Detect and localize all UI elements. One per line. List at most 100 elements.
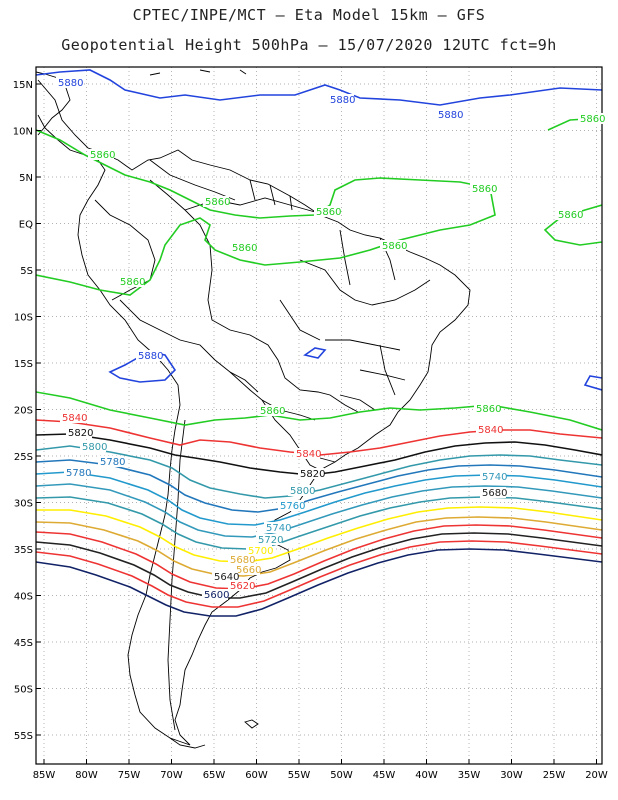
map-subtitle: Geopotential Height 500hPa – 15/07/2020 …	[61, 36, 557, 54]
map-title: CPTEC/INPE/MCT – Eta Model 15km – GFS	[132, 6, 486, 24]
venezuela-border	[149, 159, 236, 201]
lat-tick-label: 15S	[14, 359, 33, 370]
contour-5880-east	[583, 375, 602, 391]
contour-label: 5800	[290, 486, 315, 497]
lat-tick-label: 15N	[13, 80, 33, 91]
contour-label: 5660	[236, 565, 261, 576]
lat-tick-label: 20S	[14, 406, 33, 417]
contour-label-bg	[118, 276, 144, 287]
contour-label: 5860	[232, 243, 257, 254]
contour-label: 5680	[482, 488, 507, 499]
brazil-states-1	[279, 229, 431, 351]
contour-label: 5860	[260, 406, 285, 417]
contour-5660	[36, 524, 602, 590]
lat-tick-label: 35S	[14, 545, 33, 556]
contour-label-bg	[212, 571, 238, 582]
contour-label-bg	[480, 471, 506, 482]
contour-5880-north	[36, 69, 602, 106]
lat-tick-label: 55S	[14, 731, 33, 742]
caribbean-islands	[149, 69, 247, 76]
contour-label-bg	[234, 564, 260, 575]
contour-label-bg	[136, 350, 162, 361]
contour-5680	[36, 516, 602, 577]
brazil-states-2	[339, 344, 406, 411]
lat-tick-label: 50S	[14, 685, 33, 696]
contour-label-bg	[228, 554, 254, 565]
lon-tick-label: 30W	[500, 770, 523, 781]
contour-label-bg	[98, 456, 124, 467]
contour-label: 5740	[266, 523, 291, 534]
lon-tick-label: 20W	[585, 770, 608, 781]
contour-label-bg	[314, 206, 340, 217]
contour-5640	[36, 532, 602, 599]
contour-label-bg	[66, 427, 92, 438]
lon-tick-label: 25W	[543, 770, 566, 781]
lat-tick-label: 5N	[19, 173, 33, 184]
contour-label-bg	[264, 522, 290, 533]
peru-bolivia-border	[119, 299, 259, 393]
lon-tick-label: 85W	[33, 770, 56, 781]
contour-5720	[36, 496, 602, 550]
lon-tick-label: 45W	[373, 770, 396, 781]
contour-label-bg	[56, 77, 82, 88]
lat-tick-label: 30S	[14, 499, 33, 510]
lat-tick-label: 10N	[13, 127, 33, 138]
contour-label: 5860	[90, 150, 115, 161]
colombia-border	[94, 199, 156, 301]
contour-label-bg	[470, 183, 496, 194]
contour-label: 5860	[558, 210, 583, 221]
contour-label: 5880	[138, 351, 163, 362]
contour-5860-tropics	[36, 129, 496, 296]
central-america-coast	[36, 71, 71, 136]
axis-ticks: 15N 10N 5N EQ 5S 10S 15S 20S 25S 30S 35S 40S 45S 50S 5…	[13, 80, 608, 781]
contour-label: 5640	[214, 572, 239, 583]
contour-5620	[36, 540, 602, 608]
contour-label: 5600	[204, 590, 229, 601]
lat-tick-label: 25S	[14, 452, 33, 463]
contour-5700	[36, 506, 602, 563]
lat-tick-label: 5S	[20, 266, 33, 277]
lat-lon-grid	[36, 67, 602, 764]
contour-5600	[36, 548, 602, 617]
contour-label-bg	[88, 149, 114, 160]
lon-tick-label: 55W	[288, 770, 311, 781]
contour-label-bg	[60, 412, 86, 423]
contour-label-bg	[230, 242, 256, 253]
brazil-west-border	[149, 179, 359, 413]
contour-label-bg	[556, 209, 582, 220]
contour-label: 5880	[58, 78, 83, 89]
lon-tick-label: 40W	[415, 770, 438, 781]
contour-label: 5840	[62, 413, 87, 424]
contour-label-bg	[476, 424, 502, 435]
contour-label-bg	[258, 405, 284, 416]
contour-label-bg	[578, 113, 604, 124]
lon-tick-label: 35W	[458, 770, 481, 781]
contour-label-bg	[278, 500, 304, 511]
contour-label: 5860	[472, 184, 497, 195]
lat-tick-label: 40S	[14, 592, 33, 603]
contour-label: 5860	[205, 197, 230, 208]
lon-tick-label: 80W	[75, 770, 98, 781]
contour-label: 5840	[296, 449, 321, 460]
contour-label-bg	[64, 467, 90, 478]
contour-label: 5620	[230, 581, 255, 592]
contour-label: 5880	[330, 95, 355, 106]
contour-label-bg	[80, 441, 106, 452]
contour-labels: 5880 5880 5880 5880 5860 5860 5860 5860 5860 5860…	[56, 77, 605, 601]
lon-tick-label: 75W	[118, 770, 141, 781]
contour-label: 5860	[580, 114, 605, 125]
lon-tick-label: 70W	[160, 770, 183, 781]
lat-tick-label: 45S	[14, 638, 33, 649]
contour-label: 5860	[120, 277, 145, 288]
lon-tick-label: 60W	[245, 770, 268, 781]
map-frame	[35, 66, 603, 765]
falklands	[244, 719, 259, 729]
contour-label: 5780	[100, 457, 125, 468]
lat-tick-label: 10S	[14, 313, 33, 324]
contour-label: 5860	[476, 404, 501, 415]
contour-5860-atlantic2	[543, 204, 602, 246]
contour-5880-small1	[108, 351, 177, 383]
argentina-east-border	[261, 399, 321, 471]
contour-label-bg	[328, 94, 354, 105]
contour-label: 5840	[478, 425, 503, 436]
